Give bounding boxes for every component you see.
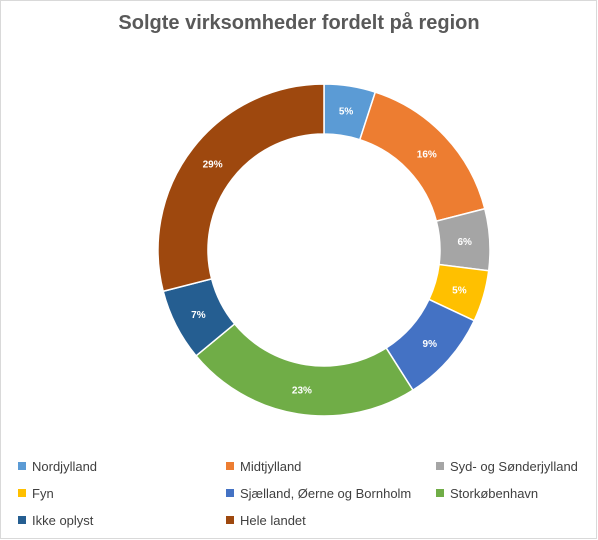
data-label-2: 16% [417, 149, 437, 160]
data-label-3: 6% [457, 237, 472, 248]
legend-label: Hele landet [240, 512, 306, 528]
legend-swatch [226, 462, 234, 470]
legend-swatch [18, 516, 26, 524]
legend-label: Syd- og Sønderjylland [450, 458, 578, 474]
legend-label: Midtjylland [240, 458, 302, 474]
data-label-4: 5% [452, 285, 467, 296]
legend-swatch [436, 462, 444, 470]
legend-swatch [226, 489, 234, 497]
data-label-6: 23% [292, 385, 312, 396]
legend-swatch [18, 489, 26, 497]
legend-item-4: Fyn [18, 483, 54, 503]
chart-legend: Nordjylland Midtjylland Syd- og Sønderjyll… [0, 452, 598, 534]
legend-item-1: Nordjylland [18, 456, 97, 476]
legend-swatch [436, 489, 444, 497]
legend-item-3: Syd- og Sønderjylland [436, 456, 578, 476]
donut-slice-6 [195, 322, 414, 417]
donut-chart: 5% 16% 6% 5% 9% 23% 7% 29% [157, 83, 491, 417]
legend-label: Nordjylland [32, 458, 98, 474]
legend-item-2: Midtjylland [226, 456, 301, 476]
legend-swatch [18, 462, 26, 470]
legend-label: Ikke oplyst [32, 512, 94, 528]
legend-swatch [226, 516, 234, 524]
legend-item-7: Ikke oplyst [18, 510, 93, 530]
legend-item-6: Storkøbenhavn [436, 483, 538, 503]
chart-title: Solgte virksomheder fordelt på region [118, 12, 480, 34]
data-label-1: 5% [339, 107, 354, 118]
legend-label: Fyn [32, 485, 54, 501]
legend-label: Storkøbenhavn [450, 485, 539, 501]
legend-label: Sjælland, Øerne og Bornholm [240, 485, 412, 501]
data-label-7: 7% [191, 310, 206, 321]
donut-slice-8 [157, 83, 325, 293]
legend-item-8: Hele landet [226, 510, 306, 530]
data-label-5: 9% [423, 339, 438, 350]
data-label-8: 29% [203, 160, 223, 171]
legend-item-5: Sjælland, Øerne og Bornholm [226, 483, 411, 503]
